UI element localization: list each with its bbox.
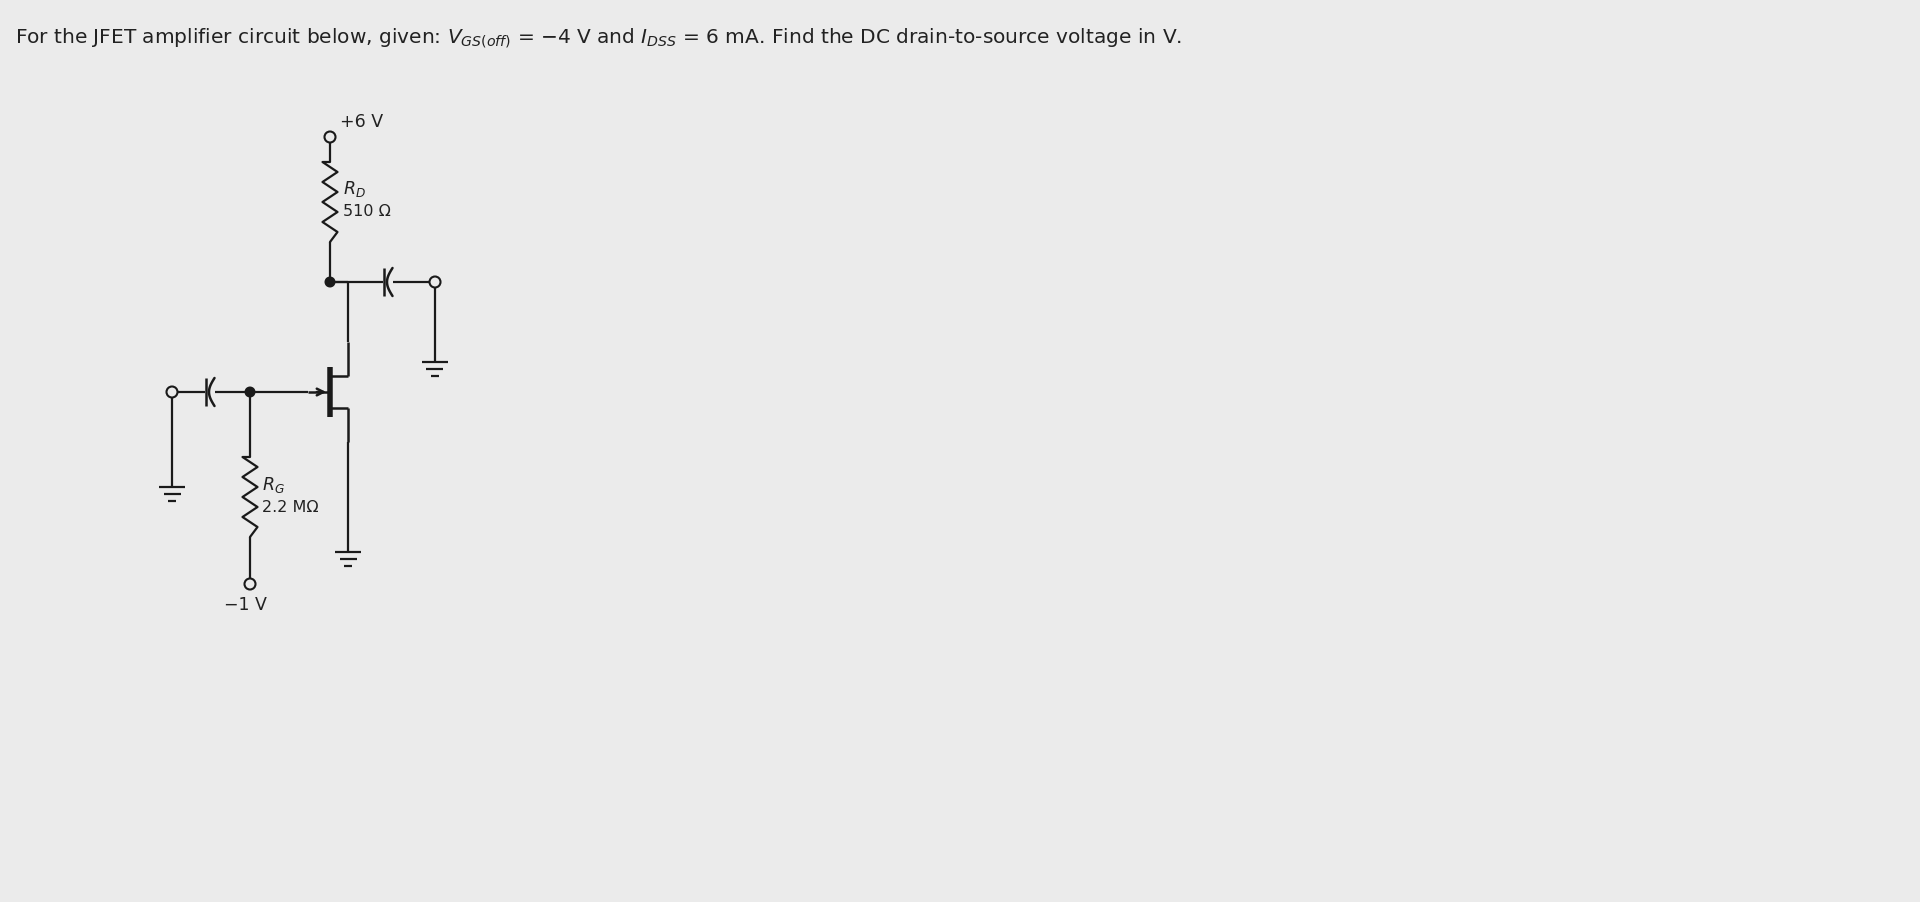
Text: −1 V: −1 V [223, 596, 267, 614]
Text: 2.2 MΩ: 2.2 MΩ [261, 500, 319, 514]
Text: For the JFET amplifier circuit below, given: $V_{GS(off)}$ = −4 V and $I_{DSS}$ : For the JFET amplifier circuit below, gi… [15, 27, 1183, 51]
Text: +6 V: +6 V [340, 113, 384, 131]
Text: $R_D$: $R_D$ [344, 179, 367, 199]
Text: 510 Ω: 510 Ω [344, 205, 392, 219]
Text: $R_G$: $R_G$ [261, 475, 284, 495]
Circle shape [324, 277, 334, 287]
Circle shape [246, 387, 255, 397]
